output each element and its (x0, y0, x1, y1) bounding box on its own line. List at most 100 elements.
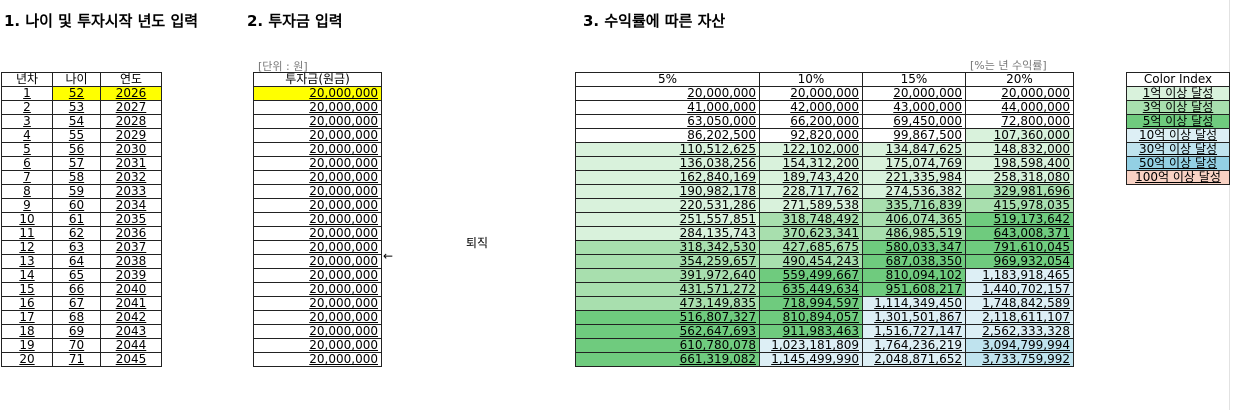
age-cell[interactable]: 64 (52, 254, 101, 269)
age-cell[interactable]: 52 (52, 86, 101, 101)
returns-cell[interactable]: 431,571,272 (575, 282, 760, 297)
age-cell[interactable]: 12 (1, 240, 53, 255)
age-cell[interactable]: 2044 (100, 338, 162, 353)
invest-cell[interactable]: 20,000,000 (253, 86, 382, 101)
age-cell[interactable]: 59 (52, 184, 101, 199)
age-cell[interactable]: 57 (52, 156, 101, 171)
age-cell[interactable]: 9 (1, 198, 53, 213)
returns-cell[interactable]: 63,050,000 (575, 114, 760, 129)
age-cell[interactable]: 8 (1, 184, 53, 199)
color-index-cell[interactable]: 1억 이상 달성 (1126, 86, 1230, 101)
age-cell[interactable]: 2040 (100, 282, 162, 297)
invest-cell[interactable]: 20,000,000 (253, 268, 382, 283)
invest-cell[interactable]: 20,000,000 (253, 198, 382, 213)
age-cell[interactable]: 60 (52, 198, 101, 213)
returns-cell[interactable]: 228,717,762 (759, 184, 863, 199)
returns-cell[interactable]: 687,038,350 (862, 254, 966, 269)
age-cell[interactable]: 17 (1, 310, 53, 325)
returns-cell[interactable]: 610,780,078 (575, 338, 760, 353)
returns-cell[interactable]: 354,259,657 (575, 254, 760, 269)
returns-cell[interactable]: 72,800,000 (965, 114, 1074, 129)
age-cell[interactable]: 7 (1, 170, 53, 185)
invest-cell[interactable]: 20,000,000 (253, 156, 382, 171)
invest-cell[interactable]: 20,000,000 (253, 212, 382, 227)
returns-cell[interactable]: 519,173,642 (965, 212, 1074, 227)
age-cell[interactable]: 2032 (100, 170, 162, 185)
age-cell[interactable]: 2029 (100, 128, 162, 143)
age-cell[interactable]: 68 (52, 310, 101, 325)
returns-cell[interactable]: 318,342,530 (575, 240, 760, 255)
age-cell[interactable]: 2036 (100, 226, 162, 241)
returns-cell[interactable]: 415,978,035 (965, 198, 1074, 213)
returns-cell[interactable]: 1,748,842,589 (965, 296, 1074, 311)
age-cell[interactable]: 2035 (100, 212, 162, 227)
invest-cell[interactable]: 20,000,000 (253, 100, 382, 115)
invest-cell[interactable]: 20,000,000 (253, 114, 382, 129)
returns-cell[interactable]: 1,023,181,809 (759, 338, 863, 353)
returns-cell[interactable]: 559,499,667 (759, 268, 863, 283)
returns-cell[interactable]: 810,894,057 (759, 310, 863, 325)
age-cell[interactable]: 11 (1, 226, 53, 241)
returns-cell[interactable]: 198,598,400 (965, 156, 1074, 171)
age-cell[interactable]: 19 (1, 338, 53, 353)
returns-cell[interactable]: 643,008,371 (965, 226, 1074, 241)
age-cell[interactable]: 15 (1, 282, 53, 297)
age-cell[interactable]: 2038 (100, 254, 162, 269)
color-index-cell[interactable]: 100억 이상 달성 (1126, 170, 1230, 185)
age-cell[interactable]: 54 (52, 114, 101, 129)
returns-cell[interactable]: 1,145,499,990 (759, 352, 863, 367)
returns-cell[interactable]: 490,454,243 (759, 254, 863, 269)
age-cell[interactable]: 56 (52, 142, 101, 157)
age-cell[interactable]: 55 (52, 128, 101, 143)
age-cell[interactable]: 61 (52, 212, 101, 227)
age-cell[interactable]: 65 (52, 268, 101, 283)
age-cell[interactable]: 2030 (100, 142, 162, 157)
returns-cell[interactable]: 271,589,538 (759, 198, 863, 213)
age-cell[interactable]: 2033 (100, 184, 162, 199)
age-cell[interactable]: 20 (1, 352, 53, 367)
returns-cell[interactable]: 20,000,000 (575, 86, 760, 101)
returns-cell[interactable]: 1,764,236,219 (862, 338, 966, 353)
returns-cell[interactable]: 562,647,693 (575, 324, 760, 339)
returns-cell[interactable]: 810,094,102 (862, 268, 966, 283)
returns-cell[interactable]: 2,562,333,328 (965, 324, 1074, 339)
age-cell[interactable]: 66 (52, 282, 101, 297)
age-cell[interactable]: 67 (52, 296, 101, 311)
returns-cell[interactable]: 335,716,839 (862, 198, 966, 213)
returns-cell[interactable]: 220,531,286 (575, 198, 760, 213)
returns-cell[interactable]: 43,000,000 (862, 100, 966, 115)
invest-cell[interactable]: 20,000,000 (253, 282, 382, 297)
returns-cell[interactable]: 3,733,759,992 (965, 352, 1074, 367)
invest-cell[interactable]: 20,000,000 (253, 352, 382, 367)
returns-cell[interactable]: 20,000,000 (965, 86, 1074, 101)
returns-cell[interactable]: 427,685,675 (759, 240, 863, 255)
age-cell[interactable]: 71 (52, 352, 101, 367)
returns-cell[interactable]: 122,102,000 (759, 142, 863, 157)
age-cell[interactable]: 16 (1, 296, 53, 311)
age-cell[interactable]: 69 (52, 324, 101, 339)
returns-cell[interactable]: 66,200,000 (759, 114, 863, 129)
returns-cell[interactable]: 318,748,492 (759, 212, 863, 227)
age-cell[interactable]: 2037 (100, 240, 162, 255)
returns-cell[interactable]: 274,536,382 (862, 184, 966, 199)
returns-cell[interactable]: 148,832,000 (965, 142, 1074, 157)
returns-cell[interactable]: 951,608,217 (862, 282, 966, 297)
returns-cell[interactable]: 2,118,611,107 (965, 310, 1074, 325)
color-index-cell[interactable]: 50억 이상 달성 (1126, 156, 1230, 171)
returns-cell[interactable]: 406,074,365 (862, 212, 966, 227)
age-cell[interactable]: 2026 (100, 86, 162, 101)
invest-cell[interactable]: 20,000,000 (253, 142, 382, 157)
returns-cell[interactable]: 251,557,851 (575, 212, 760, 227)
age-cell[interactable]: 5 (1, 142, 53, 157)
age-cell[interactable]: 63 (52, 240, 101, 255)
returns-cell[interactable]: 136,038,256 (575, 156, 760, 171)
invest-cell[interactable]: 20,000,000 (253, 254, 382, 269)
returns-cell[interactable]: 189,743,420 (759, 170, 863, 185)
returns-cell[interactable]: 69,450,000 (862, 114, 966, 129)
returns-cell[interactable]: 134,847,625 (862, 142, 966, 157)
age-cell[interactable]: 1 (1, 86, 53, 101)
returns-cell[interactable]: 20,000,000 (759, 86, 863, 101)
returns-cell[interactable]: 1,440,702,157 (965, 282, 1074, 297)
returns-cell[interactable]: 391,972,640 (575, 268, 760, 283)
invest-cell[interactable]: 20,000,000 (253, 184, 382, 199)
